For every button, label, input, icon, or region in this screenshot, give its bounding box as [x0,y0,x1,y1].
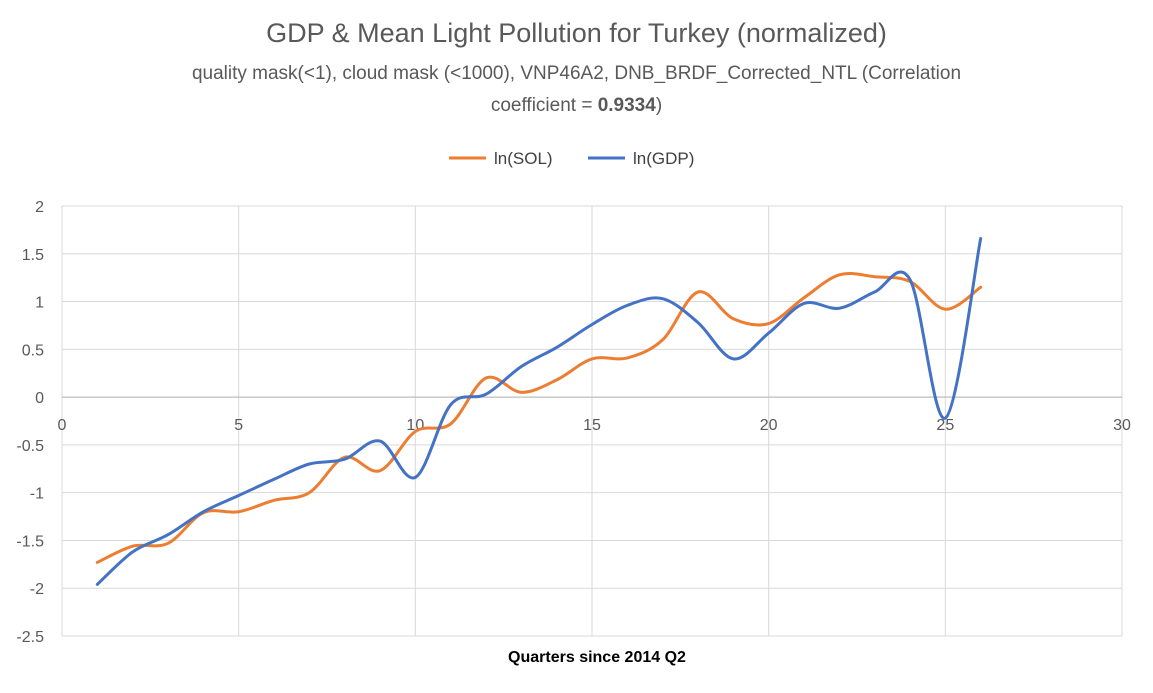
subtitle-suffix: ) [655,95,663,116]
chart-subtitle-line2: coefficient = 0.9334) [0,90,1153,122]
y-tick-label: 1 [35,295,44,312]
x-tick-label: 30 [1113,417,1131,434]
chart-title: GDP & Mean Light Pollution for Turkey (n… [266,18,887,48]
y-tick-labels: 2 1.5 1 0.5 0 -0.5 -1 -1.5 -2 -2.5 [16,199,44,646]
y-tick-label: -1 [30,486,44,503]
series-line-ln-gdp [95,236,983,586]
chart-subtitle: quality mask(<1), cloud mask (<1000), VN… [0,58,1153,122]
x-tick-label: 15 [583,417,601,434]
y-tick-label: -2.5 [16,629,44,646]
y-tick-label: -1.5 [16,533,44,550]
x-tick-label: 25 [936,417,954,434]
x-tick-labels: 0 5 10 15 20 25 30 [58,417,1131,434]
y-tick-label: -2 [30,581,44,598]
x-axis-title: Quarters since 2014 Q2 [508,649,686,666]
y-tick-label: 0 [35,390,44,407]
series-line-ln-sol [95,271,983,564]
series-lines [95,236,983,586]
gridlines [61,205,1123,637]
y-tick-label: -0.5 [16,438,44,455]
x-tick-label: 5 [234,417,243,434]
x-tick-label: 20 [760,417,778,434]
y-tick-label: 2 [35,199,44,216]
correlation-value: 0.9334 [597,95,656,116]
legend-label-ln-gdp: ln(GDP) [633,149,694,168]
chart-subtitle-line1: quality mask(<1), cloud mask (<1000), VN… [191,63,962,84]
legend-label-ln-sol: ln(SOL) [494,149,553,168]
subtitle-prefix: coefficient = [490,95,598,116]
y-tick-label: 0.5 [22,342,44,359]
y-tick-label: 1.5 [22,247,44,264]
legend: ln(SOL) ln(GDP) [449,149,694,168]
x-tick-label: 0 [58,417,67,434]
